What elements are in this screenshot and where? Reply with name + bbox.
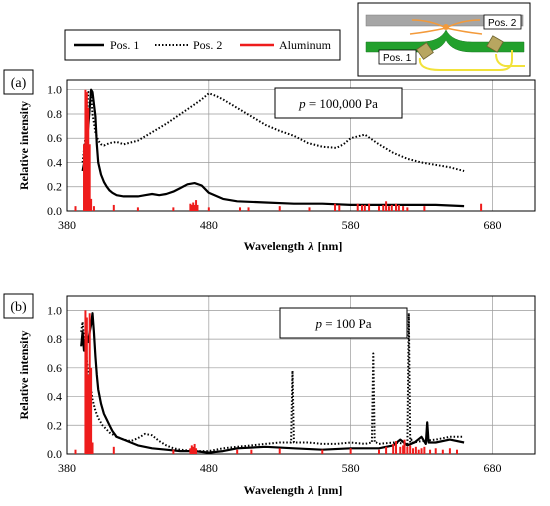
inset-label-pos2: Pos. 2	[488, 18, 517, 29]
series-aluminum	[74, 310, 458, 454]
legend-label-pos1: Pos. 1	[110, 38, 139, 52]
pressure-symbol: p	[314, 316, 322, 331]
series-pos-1	[81, 88, 465, 208]
y-tick-label: 0.6	[47, 131, 62, 145]
panel-label: (a)	[11, 76, 27, 91]
panel-label-box	[3, 69, 34, 95]
y-tick-label: 0.4	[47, 155, 62, 169]
y-axis-label: Relative intensity	[17, 331, 31, 420]
y-tick-label: 0.4	[47, 390, 62, 404]
inset-green-body	[365, 29, 525, 53]
plot-frame	[66, 295, 536, 455]
series-pos-2	[81, 91, 465, 172]
y-tick-label: 0.8	[47, 332, 62, 346]
y-tick-label: 0.2	[47, 180, 62, 194]
series-pos-2	[80, 312, 465, 453]
panel-label-box	[3, 293, 34, 319]
y-tick-label: 0.6	[47, 361, 62, 375]
inset-diagram: Pos. 1 Pos. 2	[357, 2, 531, 77]
panel-label: (b)	[10, 300, 27, 315]
y-tick-label: 0.8	[47, 107, 62, 121]
y-tick-label: 0.2	[47, 418, 62, 432]
x-tick-label: 480	[200, 218, 218, 232]
legend: Pos. 1 Pos. 2 Aluminum	[64, 29, 341, 61]
legend-frame	[64, 29, 341, 61]
x-tick-label: 380	[58, 461, 76, 475]
x-axis-label-unit: [nm]	[318, 239, 343, 253]
pressure-symbol: p	[298, 96, 306, 111]
inset-plasma-spot	[443, 24, 449, 30]
pressure-annotation-box	[274, 87, 403, 119]
y-tick-label: 0.0	[47, 204, 62, 218]
x-axis-label: Wavelength λ [nm]	[244, 483, 343, 497]
pos2-line	[80, 312, 465, 453]
inset-label-pos1: Pos. 1	[383, 53, 412, 64]
x-axis-label-symbol: λ	[307, 239, 314, 253]
inset-plasma-rays	[409, 19, 483, 35]
pos1-line	[81, 88, 465, 208]
x-axis-label-text: Wavelength	[244, 239, 305, 253]
inset-label-box-pos2	[483, 14, 522, 30]
inset-label-box-pos1	[378, 49, 417, 65]
x-tick-label: 580	[342, 461, 360, 475]
inset-sensor-pos1	[416, 42, 434, 60]
inset-fiber-1	[418, 50, 513, 71]
pressure-annotation-box	[279, 307, 408, 339]
pressure-annotation: p = 100 Pa	[314, 316, 371, 331]
pressure-annotation: p = 100,000 Pa	[298, 96, 378, 111]
x-axis-label: Wavelength λ [nm]	[244, 239, 343, 253]
panel-a: 0.0 0.2 0.4 0.6 0.8 1.0 380 480 580 680 Wavelength…	[3, 69, 536, 253]
x-tick-label: 380	[58, 218, 76, 232]
pos1-line	[80, 312, 465, 454]
plot-frame	[66, 79, 536, 212]
y-axis-label: Relative intensity	[17, 101, 31, 190]
series-aluminum	[74, 89, 483, 211]
legend-label-pos2: Pos. 2	[193, 38, 222, 52]
x-tick-label: 680	[483, 218, 501, 232]
x-axis-label-unit: [nm]	[318, 483, 343, 497]
x-tick-label: 480	[200, 461, 218, 475]
legend-label-aluminum: Aluminum	[279, 38, 332, 52]
y-tick-label: 1.0	[47, 83, 62, 97]
x-axis-label-symbol: λ	[307, 483, 314, 497]
x-tick-label: 580	[342, 218, 360, 232]
x-axis-label-text: Wavelength	[244, 483, 305, 497]
pos2-line	[81, 91, 465, 172]
inset-fiber-2	[495, 53, 525, 67]
pressure-value: = 100,000 Pa	[306, 96, 379, 111]
series-pos-1	[80, 312, 465, 454]
inset-sensor-pos2	[486, 35, 504, 53]
y-tick-label: 0.0	[47, 447, 62, 461]
panel-b: 0.0 0.2 0.4 0.6 0.8 1.0 380 480 580 680 Wavelength…	[3, 293, 536, 497]
y-tick-label: 1.0	[47, 303, 62, 317]
pressure-value: = 100 Pa	[322, 316, 372, 331]
x-tick-label: 680	[483, 461, 501, 475]
